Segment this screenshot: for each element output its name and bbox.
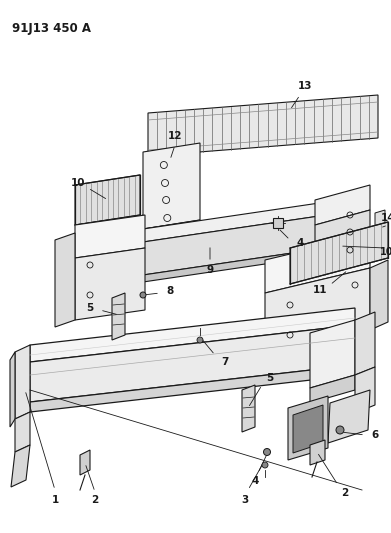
Text: 11: 11: [313, 285, 327, 295]
Polygon shape: [310, 375, 355, 403]
Polygon shape: [30, 308, 355, 362]
Polygon shape: [355, 312, 375, 375]
Text: 6: 6: [371, 430, 378, 440]
Polygon shape: [293, 405, 323, 453]
Polygon shape: [143, 220, 200, 244]
Polygon shape: [130, 215, 143, 289]
Polygon shape: [30, 365, 355, 412]
Text: 14: 14: [381, 213, 391, 223]
Polygon shape: [30, 325, 355, 402]
Circle shape: [264, 448, 271, 456]
Polygon shape: [80, 450, 90, 475]
Polygon shape: [112, 293, 125, 340]
Polygon shape: [370, 260, 388, 330]
Polygon shape: [10, 352, 15, 427]
Polygon shape: [148, 95, 378, 156]
Polygon shape: [75, 175, 140, 225]
Circle shape: [262, 462, 268, 468]
Text: 3: 3: [241, 495, 249, 505]
Circle shape: [336, 426, 344, 434]
Polygon shape: [355, 367, 375, 413]
Polygon shape: [143, 197, 360, 242]
Polygon shape: [328, 390, 370, 443]
Polygon shape: [310, 440, 325, 465]
Text: 5: 5: [266, 373, 274, 383]
Polygon shape: [55, 233, 75, 327]
Text: 1: 1: [51, 495, 59, 505]
Text: 4: 4: [296, 238, 304, 248]
Polygon shape: [15, 345, 30, 419]
Text: 2: 2: [91, 495, 99, 505]
Polygon shape: [315, 185, 370, 225]
Polygon shape: [75, 248, 145, 320]
Text: 12: 12: [168, 131, 182, 141]
Text: 10: 10: [380, 247, 391, 257]
Circle shape: [197, 337, 203, 343]
Polygon shape: [11, 445, 30, 487]
Polygon shape: [288, 396, 328, 460]
Bar: [273, 218, 283, 228]
Polygon shape: [143, 243, 360, 282]
Circle shape: [140, 292, 146, 298]
Polygon shape: [15, 412, 30, 452]
Text: 10: 10: [71, 178, 85, 188]
Polygon shape: [290, 222, 388, 284]
Text: 5: 5: [86, 303, 93, 313]
Polygon shape: [143, 210, 360, 275]
Polygon shape: [143, 143, 200, 229]
Polygon shape: [265, 235, 370, 293]
Text: 9: 9: [206, 265, 213, 275]
Text: 91J13 450 A: 91J13 450 A: [12, 22, 91, 35]
Text: 2: 2: [341, 488, 349, 498]
Polygon shape: [375, 210, 385, 243]
Polygon shape: [265, 268, 370, 355]
Text: 13: 13: [298, 81, 312, 91]
Polygon shape: [75, 215, 145, 258]
Text: 8: 8: [167, 286, 174, 296]
Text: 7: 7: [221, 357, 229, 367]
Polygon shape: [242, 385, 255, 432]
Polygon shape: [310, 320, 355, 388]
Text: 4: 4: [251, 476, 259, 486]
Polygon shape: [315, 210, 370, 258]
